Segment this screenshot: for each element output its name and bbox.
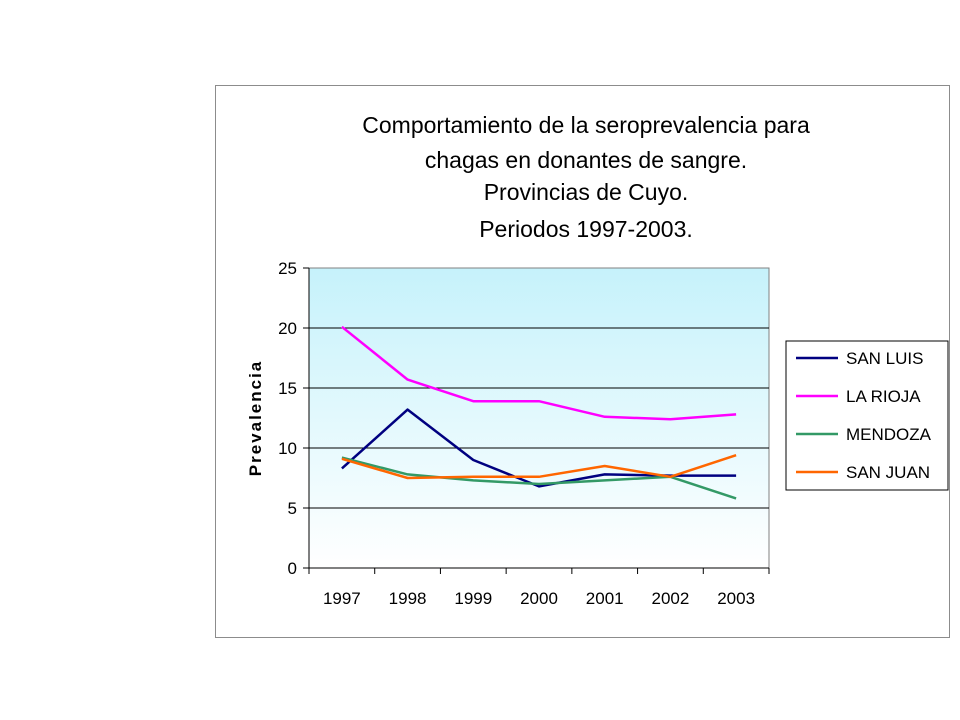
axes: 0 5 10 15 20 25 1997 1998 1999 2000 2001 2002 2003 — [278, 259, 770, 608]
y-tick-label: 15 — [278, 379, 297, 398]
gridlines — [309, 327, 769, 509]
series-line-san-juan — [341, 454, 737, 480]
legend-entry: MENDOZA — [846, 425, 932, 444]
x-tick-label: 2002 — [652, 589, 690, 608]
legend-entry: SAN LUIS — [846, 349, 923, 368]
x-tick-label: 1998 — [389, 589, 427, 608]
y-tick-label: 10 — [278, 439, 297, 458]
y-axis-label: Prevalencia — [246, 360, 265, 477]
chart-frame: Comportamiento de la seroprevalencia par… — [215, 85, 950, 638]
x-tick-label: 1999 — [454, 589, 492, 608]
y-tick-label: 20 — [278, 319, 297, 338]
y-tick-label: 5 — [288, 499, 297, 518]
chart-title-line-3: Provincias de Cuyo. — [484, 179, 689, 205]
series-lines — [341, 325, 737, 500]
x-tick-label: 2000 — [520, 589, 558, 608]
chart-title-line-1: Comportamiento de la seroprevalencia par… — [362, 112, 810, 138]
legend-entry: LA RIOJA — [846, 387, 921, 406]
x-tick-label: 2001 — [586, 589, 624, 608]
chart-title-line-4: Periodos 1997-2003. — [479, 216, 693, 242]
chart-title: Comportamiento de la seroprevalencia par… — [362, 112, 810, 242]
series-line-la-rioja — [341, 325, 737, 421]
legend: SAN LUIS LA RIOJA MENDOZA SAN JUAN — [785, 340, 949, 491]
y-tick-label: 25 — [278, 259, 297, 278]
x-tick-label: 1997 — [323, 589, 361, 608]
legend-box — [785, 340, 949, 491]
line-chart: Comportamiento de la seroprevalencia par… — [246, 112, 949, 608]
x-tick-label: 2003 — [717, 589, 755, 608]
chart-title-line-2: chagas en donantes de sangre. — [425, 147, 747, 173]
legend-entry: SAN JUAN — [846, 463, 930, 482]
y-tick-label: 0 — [288, 559, 297, 578]
